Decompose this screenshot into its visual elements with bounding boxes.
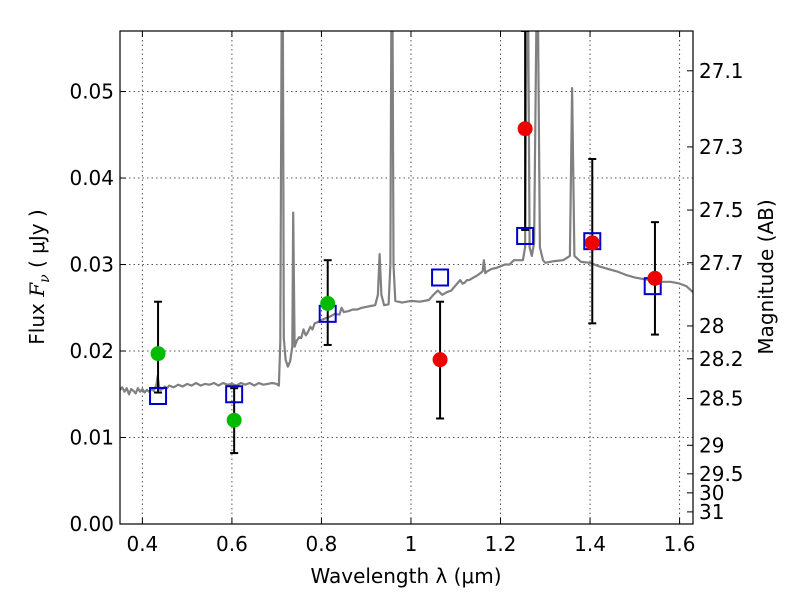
green-data-point [320, 295, 336, 311]
y2-tick-label: 28.2 [699, 347, 744, 371]
y-tick-label: 0.00 [69, 512, 114, 536]
y2-tick-label: 29.5 [699, 462, 744, 486]
y2-tick-label: 28 [699, 314, 724, 338]
x-tick-label: 0.6 [216, 532, 248, 556]
y2-tick-label: 29 [699, 433, 724, 457]
x-tick-label: 0.4 [126, 532, 158, 556]
model-spectrum-group [120, 31, 693, 396]
y2-tick-label: 31 [699, 500, 724, 524]
red-data-point [432, 352, 448, 368]
x-tick-label: 1.6 [664, 532, 696, 556]
red-data-point [584, 235, 600, 251]
y-tick-label: 0.02 [69, 339, 114, 363]
y-tick-label: 0.05 [69, 80, 114, 104]
y-axis-ticks: 0.00 0.01 0.02 0.03 0.04 0.05 [69, 80, 126, 536]
x-tick-label: 1 [405, 532, 418, 556]
y2-tick-label: 27.7 [699, 251, 744, 275]
red-data-point [517, 121, 533, 137]
y2-axis-title: Magnitude (AB) [754, 199, 778, 354]
model-box-point [225, 385, 244, 404]
y-axis-title-symbol: F [25, 282, 49, 298]
plot-frame [119, 30, 694, 525]
x-tick-label: 1.4 [574, 532, 606, 556]
y-tick-label: 0.04 [69, 166, 114, 190]
model-box-point [431, 268, 450, 287]
x-axis-ticks: 0.4 0.6 0.8 1 1.2 1.4 1.6 [126, 31, 695, 556]
red-data-point [647, 270, 663, 286]
model-box-point [516, 226, 535, 245]
y2-tick-label: 27.3 [699, 135, 744, 159]
y2-tick-label: 27.1 [699, 59, 744, 83]
y-tick-label: 0.01 [69, 426, 114, 450]
x-tick-label: 0.8 [306, 532, 338, 556]
data-points-group [149, 121, 663, 428]
x-axis-title: Wavelength λ (μm) [310, 564, 501, 588]
y-axis-title: Flux Fν ( μJy ) [25, 209, 53, 344]
x-tick-label: 1.2 [485, 532, 517, 556]
y-axis-title-prefix: Flux [25, 297, 49, 345]
y2-tick-label: 30 [699, 481, 724, 505]
green-data-point [150, 346, 166, 362]
model-box-point [149, 386, 168, 405]
model-spectrum-line [120, 31, 693, 396]
green-data-point [226, 412, 242, 428]
y-axis-title-suffix: ( μJy ) [25, 209, 49, 274]
y-tick-label: 0.03 [69, 253, 114, 277]
plot-background [120, 31, 693, 524]
y-axis-title-subscript: ν [37, 274, 53, 283]
y2-tick-label: 28.5 [699, 387, 744, 411]
y2-tick-label: 27.5 [699, 198, 744, 222]
